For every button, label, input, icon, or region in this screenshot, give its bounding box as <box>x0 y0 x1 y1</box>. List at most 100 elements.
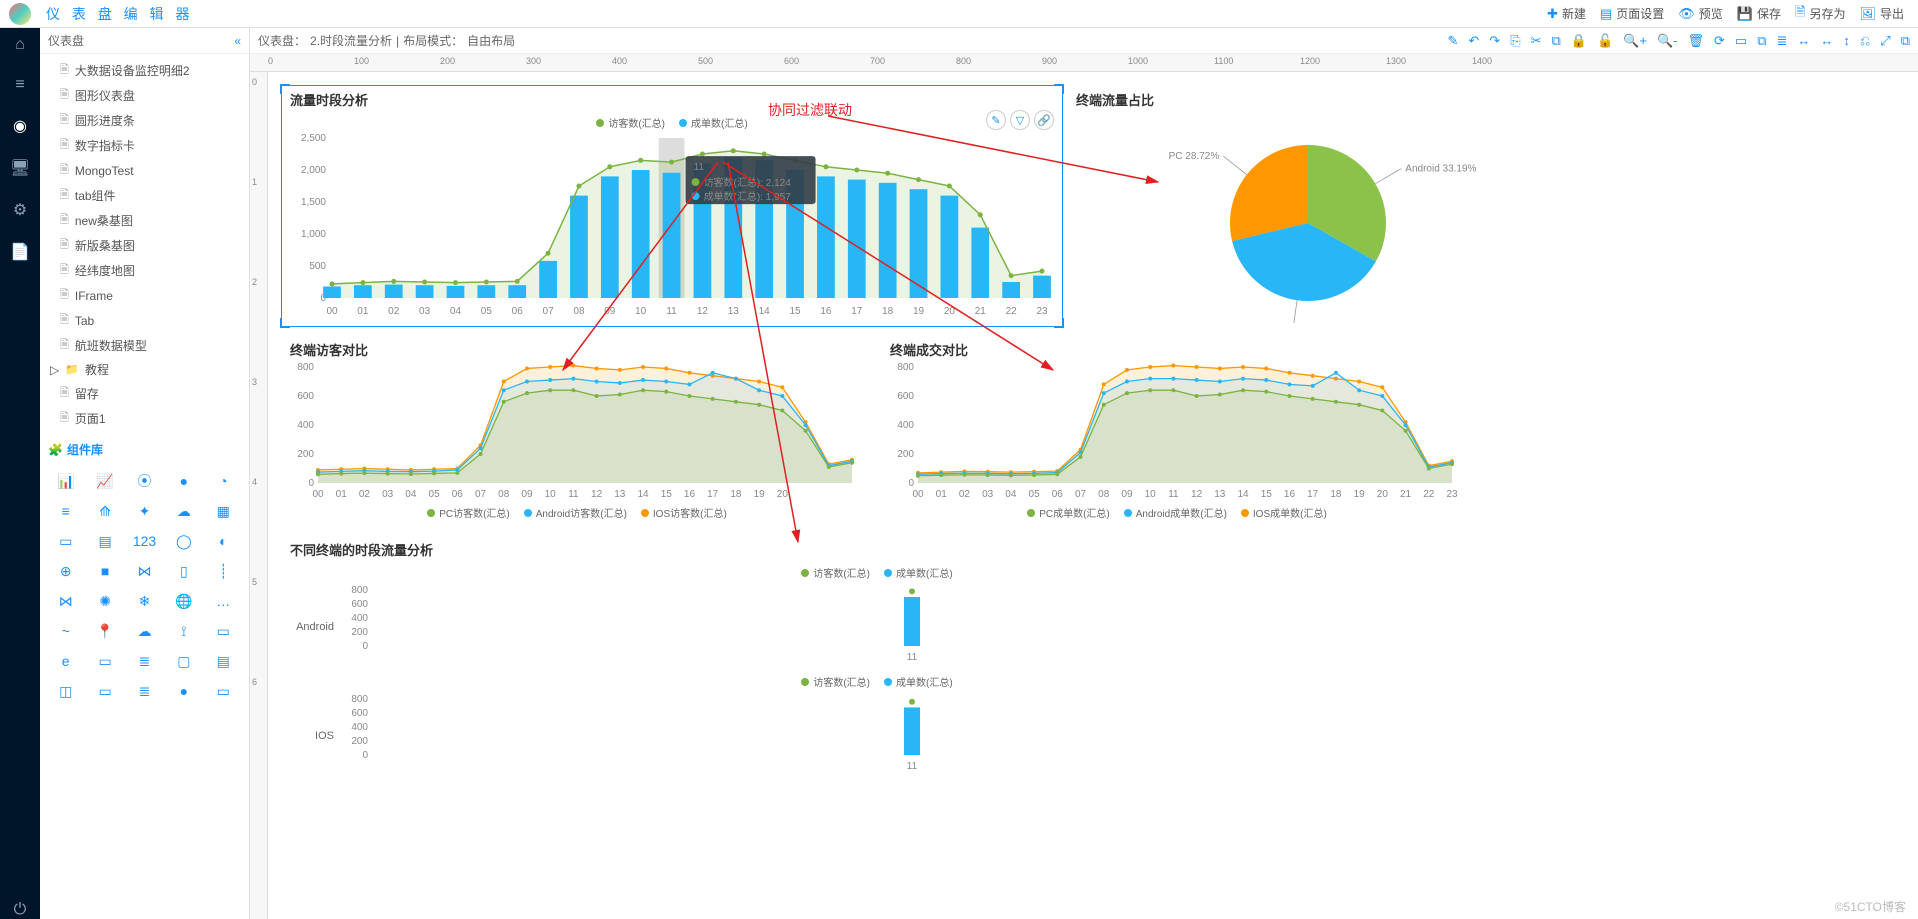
top-action-另存为[interactable]: 🗎另存为 <box>1795 3 1845 25</box>
chart-filter-icon[interactable]: ▽ <box>1010 110 1030 130</box>
component-icon[interactable]: ⊕ <box>48 558 83 584</box>
component-icon[interactable]: 📈 <box>87 468 122 494</box>
toolbar-icon[interactable]: ≣ <box>1776 33 1787 49</box>
iconbar-item[interactable]: 📄 <box>10 242 30 262</box>
panel-traffic-hour[interactable]: 流量时段分析 ✎ ▽ 🔗 访客数(汇总)成单数(汇总) 05001,0001,5… <box>282 86 1062 326</box>
toolbar-icon[interactable]: ⧉ <box>1901 33 1910 49</box>
iconbar-item[interactable]: 🖥 <box>10 158 30 178</box>
toolbar-icon[interactable]: ⧉ <box>1552 33 1561 49</box>
iconbar-item[interactable]: ◉ <box>13 116 27 136</box>
toolbar-icon[interactable]: ⎘ <box>1510 33 1520 49</box>
component-icon[interactable]: ▭ <box>206 678 241 704</box>
toolbar-icon[interactable]: 🔍+ <box>1623 33 1647 49</box>
component-icon[interactable]: ▯ <box>166 558 201 584</box>
toolbar-icon[interactable]: 🔍- <box>1657 33 1678 49</box>
tree-item[interactable]: 🗎IFrame <box>40 283 249 308</box>
component-icon[interactable]: ≣ <box>127 648 162 674</box>
component-icon[interactable]: ☁ <box>127 618 162 644</box>
top-action-预览[interactable]: 👁预览 <box>1678 5 1723 22</box>
component-icon[interactable]: 📊 <box>48 468 83 494</box>
component-icon[interactable]: ▭ <box>48 528 83 554</box>
power-icon[interactable]: ⏻ <box>14 901 27 919</box>
toolbar-icon[interactable]: ▭ <box>1735 33 1747 49</box>
component-icon[interactable]: ✺ <box>87 588 122 614</box>
component-icon[interactable]: ● <box>166 468 201 494</box>
tree-item[interactable]: 🗎new桑基图 <box>40 208 249 233</box>
toolbar-icon[interactable]: ↶ <box>1468 33 1479 49</box>
toolbar-icon[interactable]: ↔ <box>1797 33 1810 49</box>
toolbar-icon[interactable]: ↷ <box>1489 33 1500 49</box>
component-icon[interactable]: ✦ <box>127 498 162 524</box>
toolbar-icon[interactable]: ↕ <box>1843 33 1850 49</box>
top-action-页面设置[interactable]: ▤页面设置 <box>1600 5 1664 22</box>
panel-terminal-hour[interactable]: 不同终端的时段流量分析 访客数(汇总)成单数(汇总)Android0200400… <box>282 536 1472 756</box>
toolbar-icon[interactable]: ✎ <box>1447 33 1458 49</box>
chart-link-icon[interactable]: 🔗 <box>1034 110 1054 130</box>
component-icon[interactable]: … <box>206 588 241 614</box>
tree-item[interactable]: 🗎新版桑基图 <box>40 233 249 258</box>
toolbar-icon[interactable]: ⧉ <box>1757 33 1766 49</box>
top-action-导出[interactable]: 🖼导出 <box>1859 5 1904 22</box>
toolbar-icon[interactable]: ⎌ <box>1860 33 1870 49</box>
tree-item[interactable]: 🗎MongoTest <box>40 158 249 183</box>
component-icon[interactable]: ⋈ <box>127 558 162 584</box>
top-action-新建[interactable]: ✚新建 <box>1547 5 1586 22</box>
component-icon[interactable]: ▭ <box>87 678 122 704</box>
component-icon[interactable]: ◫ <box>48 678 83 704</box>
component-icon[interactable]: ┊ <box>206 558 241 584</box>
action-icon: 🖼 <box>1859 6 1876 22</box>
component-icon[interactable]: ~ <box>48 618 83 644</box>
panel-order-compare[interactable]: 终端成交对比 020040060080000010203040506070809… <box>882 336 1472 526</box>
component-icon[interactable]: e <box>48 648 83 674</box>
component-icon[interactable]: ≣ <box>127 678 162 704</box>
tree-folder[interactable]: ▷📁教程 <box>40 358 249 381</box>
component-icon[interactable]: ▭ <box>206 618 241 644</box>
component-icon[interactable]: ⋈ <box>48 588 83 614</box>
tree-item[interactable]: 🗎页面1 <box>40 406 249 431</box>
component-icon[interactable]: ⦿ <box>127 468 162 494</box>
toolbar-icon[interactable]: 🔓 <box>1597 33 1613 49</box>
component-icon[interactable]: 123 <box>127 528 162 554</box>
panel-terminal-share[interactable]: 终端流量占比 Android 33.19%IOS 38.09%PC 28.72% <box>1068 86 1538 326</box>
component-icon[interactable]: ◯ <box>166 528 201 554</box>
component-icon[interactable]: ◔ <box>206 468 241 494</box>
component-icon[interactable]: ◐ <box>206 528 241 554</box>
component-icon[interactable]: 🌐 <box>166 588 201 614</box>
iconbar-item[interactable]: ≡ <box>15 76 24 94</box>
component-icon[interactable]: ● <box>166 678 201 704</box>
component-icon[interactable]: ▦ <box>206 498 241 524</box>
tree-item[interactable]: 🗎数字指标卡 <box>40 133 249 158</box>
toolbar-icon[interactable]: ⤢ <box>1880 33 1890 49</box>
toolbar-icon[interactable]: 🗑 <box>1687 33 1704 49</box>
component-icon[interactable]: ≡ <box>48 498 83 524</box>
iconbar-item[interactable]: ⌂ <box>15 36 25 54</box>
component-icon[interactable]: ☁ <box>166 498 201 524</box>
tree-item[interactable]: 🗎圆形进度条 <box>40 108 249 133</box>
component-icon[interactable]: ⟟ <box>166 618 201 644</box>
panel-visitor-compare[interactable]: 终端访客对比 020040060080000010203040506070809… <box>282 336 872 526</box>
collapse-icon[interactable]: « <box>234 34 241 48</box>
component-icon[interactable]: ▭ <box>87 648 122 674</box>
top-action-保存[interactable]: 💾保存 <box>1737 5 1781 22</box>
component-icon[interactable]: ▤ <box>206 648 241 674</box>
toolbar-icon[interactable]: ✂ <box>1531 33 1542 49</box>
component-icon[interactable]: ▢ <box>166 648 201 674</box>
component-icon[interactable]: ❄ <box>127 588 162 614</box>
toolbar-icon[interactable]: 🔒 <box>1571 33 1587 49</box>
component-icon[interactable]: ▤ <box>87 528 122 554</box>
toolbar-icon[interactable]: ⟳ <box>1714 33 1725 49</box>
chart-edit-icon[interactable]: ✎ <box>986 110 1006 130</box>
tree-item[interactable]: 🗎Tab <box>40 308 249 333</box>
tree-item[interactable]: 🗎航班数据模型 <box>40 333 249 358</box>
toolbar-icon[interactable]: ↔ <box>1820 33 1833 49</box>
component-icon[interactable]: ■ <box>87 558 122 584</box>
canvas[interactable]: 流量时段分析 ✎ ▽ 🔗 访客数(汇总)成单数(汇总) 05001,0001,5… <box>268 72 1918 919</box>
iconbar-item[interactable]: ⚙ <box>13 200 27 220</box>
component-icon[interactable]: 📍 <box>87 618 122 644</box>
tree-item[interactable]: 🗎图形仪表盘 <box>40 83 249 108</box>
tree-item[interactable]: 🗎大数据设备监控明细2 <box>40 58 249 83</box>
tree-item[interactable]: 🗎经纬度地图 <box>40 258 249 283</box>
tree-item[interactable]: 🗎留存 <box>40 381 249 406</box>
component-icon[interactable]: ⟰ <box>87 498 122 524</box>
tree-item[interactable]: 🗎tab组件 <box>40 183 249 208</box>
